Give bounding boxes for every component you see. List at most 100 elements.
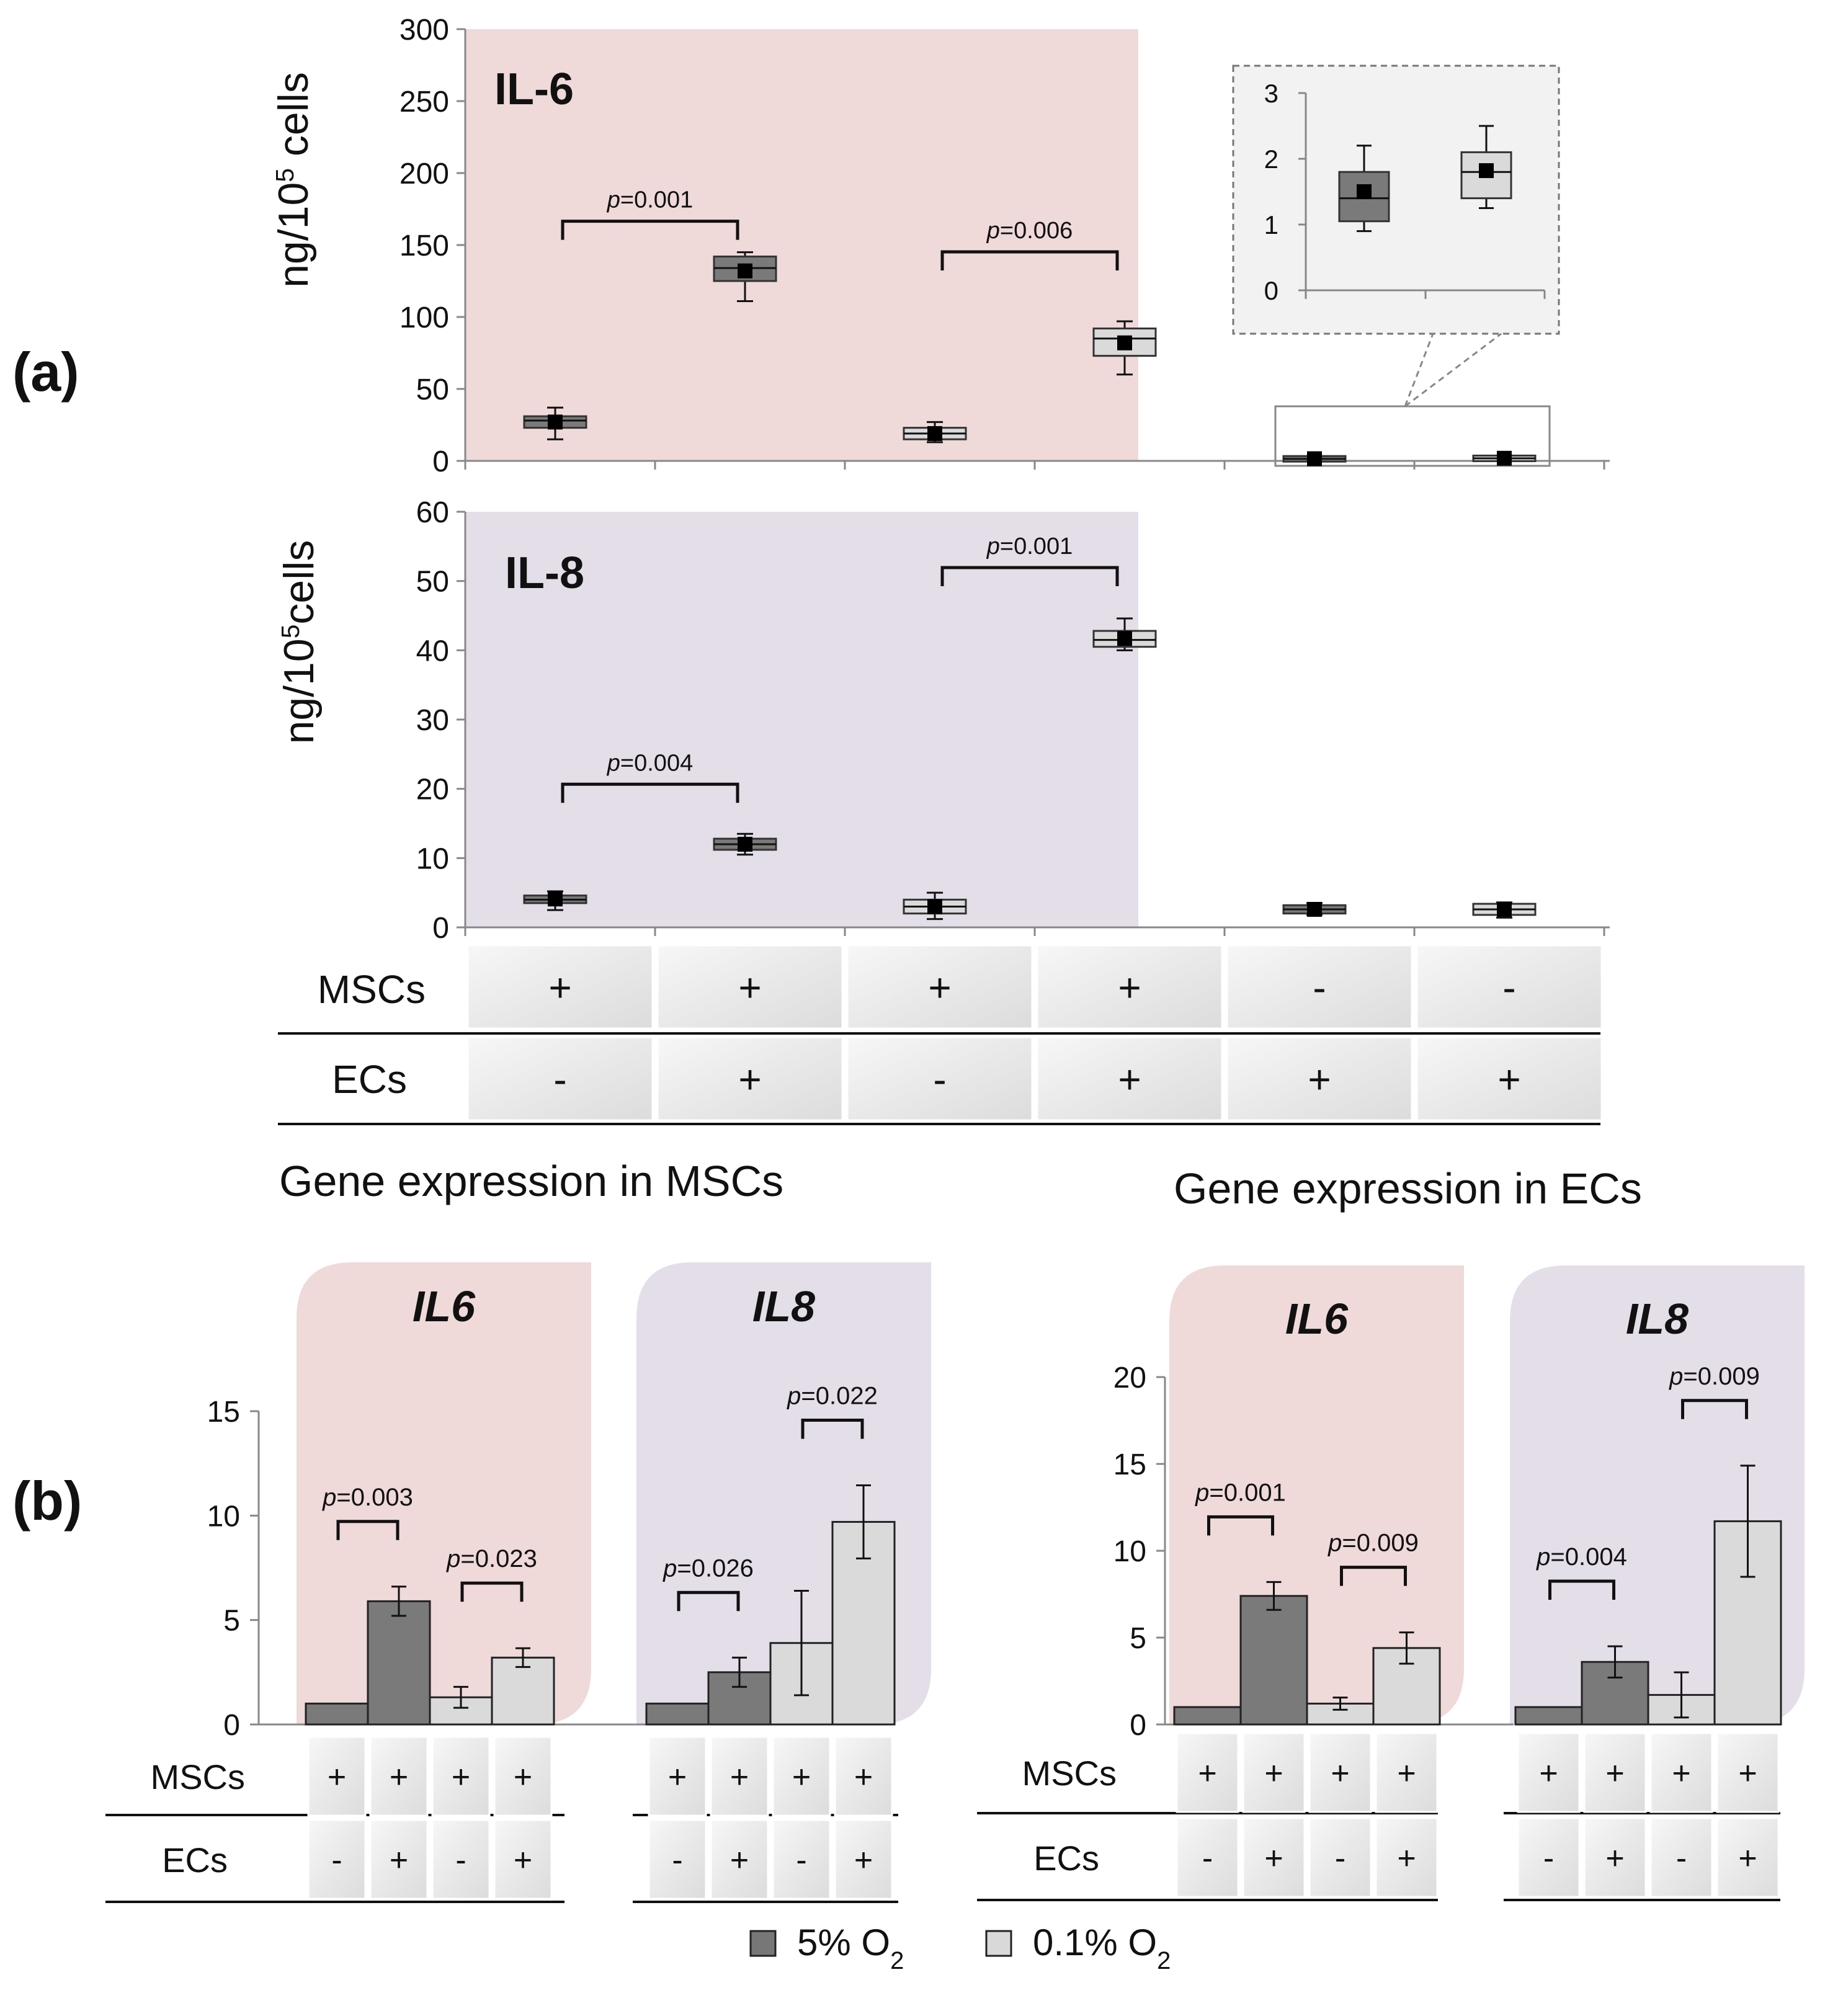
a-mscs-cell-label: + (1118, 965, 1141, 1010)
b-ecs-mscs-cell (1649, 1732, 1713, 1813)
b-ecs-row-label-mscs: MSCs (1022, 1754, 1117, 1793)
b-mscs-ecs-cell (369, 1819, 429, 1900)
a-il6-title: IL-6 (494, 65, 574, 114)
b-mscs-pvalue-label: p=0.023 (446, 1545, 537, 1572)
b-ecs-ecs-cell-label: + (1605, 1840, 1624, 1876)
a-ecs-cell-label: + (1308, 1057, 1331, 1102)
panel-label-a: (a) (12, 341, 79, 403)
a-mscs-cell (1036, 944, 1223, 1030)
a-il8-y-tick-label: 20 (416, 774, 449, 806)
b-ecs-il6-title: IL6 (1285, 1295, 1349, 1343)
b-ecs-mscs-cell (1375, 1732, 1439, 1813)
il6-inset-y-tick-label: 2 (1264, 145, 1278, 174)
a-il8-y-tick-label: 60 (416, 496, 449, 529)
a-il8-mean-marker (927, 899, 942, 914)
a-mscs-cell (1226, 944, 1413, 1030)
b-ecs-ecs-cell (1649, 1817, 1713, 1898)
b-ecs-mscs-cell-label: + (1738, 1755, 1757, 1791)
a-il8-pvalue-label: p=0.004 (607, 750, 693, 776)
legend-label-0: 5% O2 (797, 1922, 904, 1974)
a-il6-y-tick-label: 300 (399, 14, 449, 47)
b-mscs-ecs-cell (834, 1819, 893, 1900)
il6-inset-y-tick-label: 0 (1264, 276, 1278, 305)
b-mscs-row-label-ecs: ECs (162, 1840, 228, 1880)
b-mscs-mscs-cell (772, 1736, 831, 1817)
b-mscs-ecs-cell-label: - (796, 1842, 806, 1878)
b-ecs-bar (1173, 1706, 1242, 1726)
b-ecs-ecs-cell (1242, 1817, 1306, 1898)
a-mscs-cell (1416, 944, 1603, 1030)
b-ecs-y-tick-label: 20 (1113, 1362, 1146, 1394)
b-ecs-mscs-cell-label: + (1264, 1755, 1283, 1791)
section-title-mscs: Gene expression in MSCs (279, 1157, 783, 1205)
b-mscs-pvalue-label: p=0.026 (663, 1554, 754, 1582)
b-ecs-mscs-cell-label: + (1198, 1755, 1216, 1791)
b-ecs-pvalue-bracket (1548, 1579, 1615, 1600)
a-il6-pvalue-label: p=0.006 (986, 218, 1073, 244)
marks-layer (305, 125, 1782, 1957)
b-mscs-ecs-cell-label: - (331, 1842, 342, 1878)
b-mscs-bar (491, 1656, 555, 1726)
b-ecs-mscs-cell (1517, 1732, 1581, 1813)
a-il8-mean-marker (548, 891, 563, 907)
b-mscs-y-tick-label: 0 (223, 1709, 240, 1742)
a-il8-pvalue-bracket (940, 566, 1119, 586)
a-il6-plot-background (465, 29, 1138, 461)
a-il6-mean-marker (738, 263, 752, 279)
a-ecs-cell-label: + (1497, 1057, 1520, 1102)
a-mscs-cell-label: - (1502, 965, 1515, 1010)
b-ecs-ecs-cell-label: - (1676, 1840, 1687, 1876)
a-mscs-cell (466, 944, 654, 1030)
a-il6-mean-marker (927, 426, 942, 441)
b-ecs-pvalue-label: p=0.009 (1327, 1530, 1419, 1557)
a-il6-y-axis-label: ng/105 cells (270, 72, 317, 288)
b-mscs-ecs-cell (493, 1819, 553, 1900)
b-ecs-mscs-cell (1308, 1732, 1372, 1813)
a-il8-y-tick-label: 10 (416, 842, 449, 875)
b-mscs-bar (367, 1600, 431, 1726)
b-mscs-row-label-mscs: MSCs (151, 1757, 245, 1796)
b-mscs-bar (645, 1702, 710, 1726)
b-ecs-ecs-cell (1308, 1817, 1372, 1898)
il6-inset-y-tick-label: 3 (1264, 79, 1278, 108)
b-ecs-mscs-cell (1716, 1732, 1780, 1813)
b-mscs-ecs-cell-label: + (854, 1842, 873, 1878)
b-mscs-pvalue-bracket (336, 1520, 399, 1540)
b-ecs-il8-title: IL8 (1626, 1295, 1689, 1343)
a-il6-mean-marker (1117, 335, 1132, 350)
a-il6-y-tick-label: 250 (399, 86, 449, 118)
il6-inset-mean-marker (1357, 184, 1372, 199)
legend-swatch-0 (749, 1930, 777, 1957)
b-mscs-ecs-cell-label: + (390, 1842, 408, 1878)
background-layer (297, 29, 1805, 1724)
a-row-label-ecs: ECs (332, 1057, 407, 1102)
b-mscs-mscs-cell-label: + (328, 1759, 346, 1795)
a-row-label-mscs: MSCs (318, 967, 426, 1012)
il6-inset-mean-marker (1479, 163, 1494, 179)
a-mscs-cell-label: + (738, 965, 761, 1010)
b-mscs-mscs-cell (710, 1736, 769, 1817)
b-ecs-y-tick-label: 15 (1113, 1448, 1146, 1481)
b-ecs-mscs-cell-label: + (1672, 1755, 1690, 1791)
b-ecs-ecs-cell-label: - (1202, 1840, 1213, 1876)
a-ecs-cell (1416, 1036, 1603, 1122)
b-mscs-ecs-cell (772, 1819, 831, 1900)
b-mscs-mscs-cell (307, 1736, 367, 1817)
b-ecs-y-tick-label: 0 (1130, 1709, 1146, 1742)
b-ecs-ecs-cell (1716, 1817, 1780, 1898)
b-ecs-y-tick-label: 5 (1130, 1622, 1146, 1655)
b-ecs-ecs-cell-label: - (1335, 1840, 1345, 1876)
b-mscs-mscs-cell-label: + (452, 1759, 470, 1795)
a-ecs-cell-label: - (933, 1057, 946, 1102)
a-il6-y-tick-label: 200 (399, 158, 449, 190)
b-mscs-pvalue-bracket (460, 1581, 524, 1602)
b-mscs-y-tick-label: 5 (223, 1605, 240, 1638)
b-ecs-ecs-cell-label: + (1264, 1840, 1283, 1876)
section-title-ecs: Gene expression in ECs (1174, 1164, 1642, 1213)
a-il6-pvalue-label: p=0.001 (607, 187, 693, 213)
a-il8-y-tick-label: 30 (416, 704, 449, 737)
b-ecs-pvalue-bracket (1340, 1566, 1407, 1586)
b-mscs-mscs-cell-label: + (792, 1759, 811, 1795)
a-il6-mean-marker (1497, 450, 1512, 466)
b-ecs-ecs-cell (1375, 1817, 1439, 1898)
